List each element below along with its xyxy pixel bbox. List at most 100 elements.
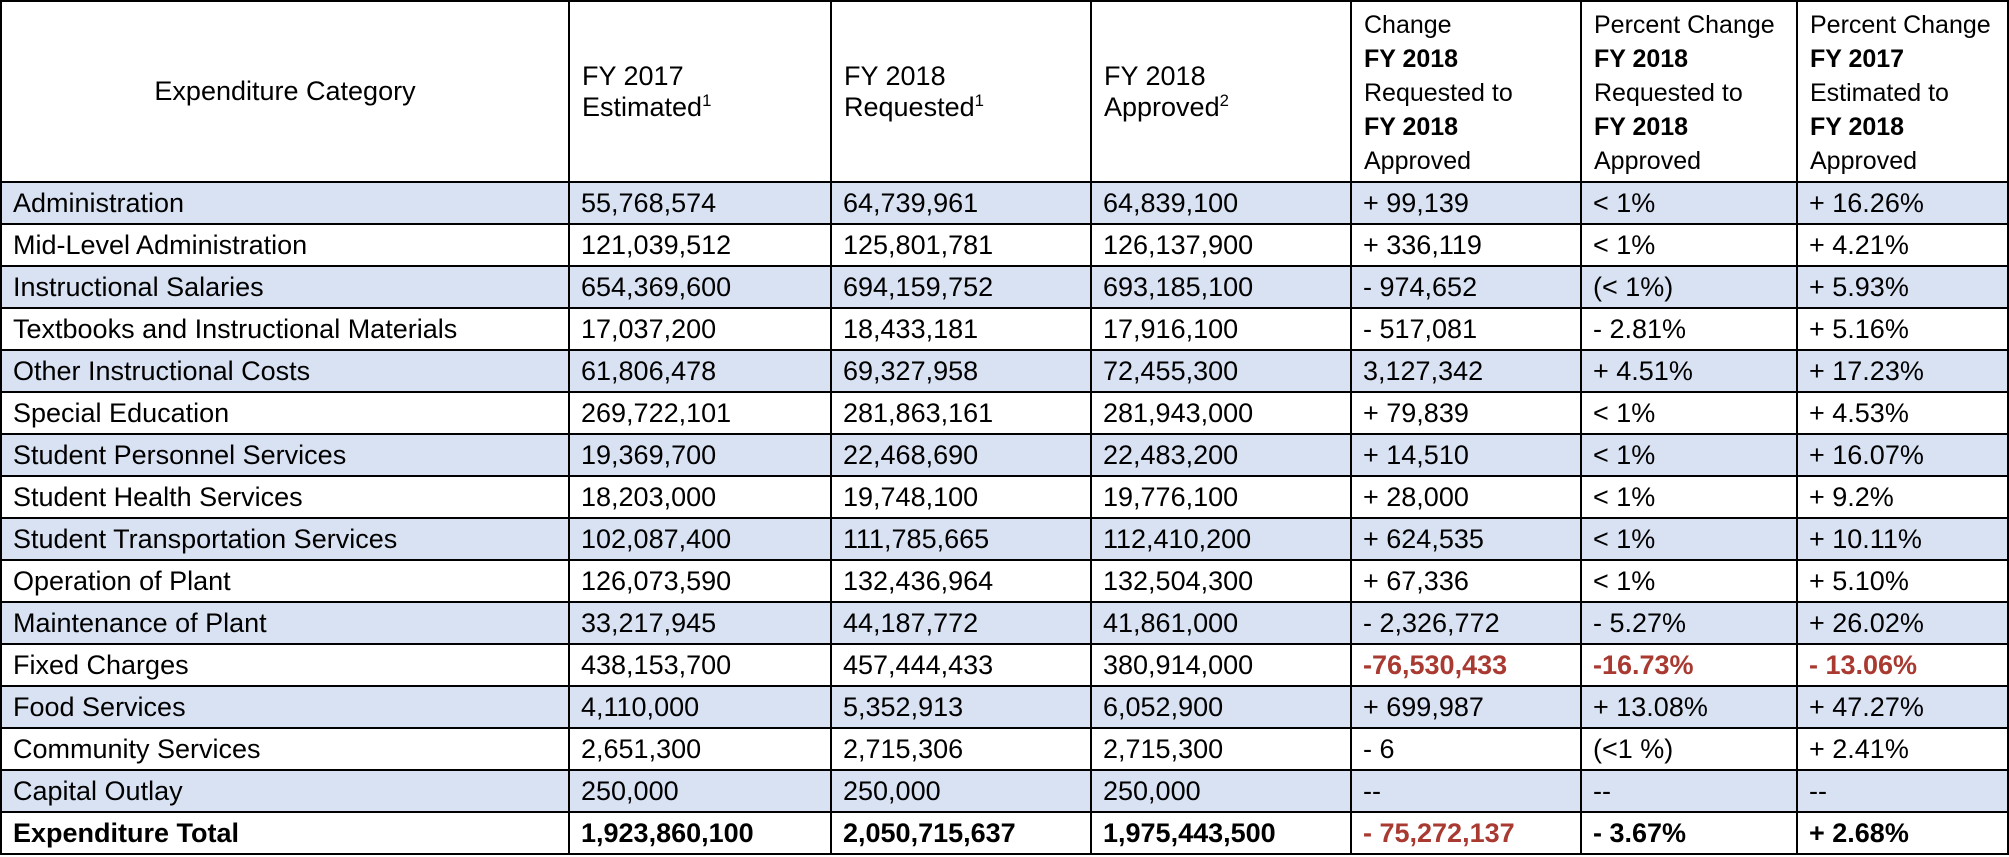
col-header-change-requested-to-approved: Change FY 2018 Requested to FY 2018 Appr… [1350, 0, 1582, 183]
value-cell: 17,916,100 [1090, 307, 1352, 351]
value-cell: + 16.26% [1796, 181, 2009, 225]
value-cell: + 10.11% [1796, 517, 2009, 561]
category-cell: Student Health Services [0, 475, 570, 519]
table-row: Food Services 4,110,000 5,352,913 6,052,900… [0, 685, 2009, 729]
value-cell: 694,159,752 [830, 265, 1092, 309]
footnote-marker: 1 [702, 90, 712, 110]
category-cell: Student Personnel Services [0, 433, 570, 477]
value-cell: + 79,839 [1350, 391, 1582, 435]
category-cell: Student Transportation Services [0, 517, 570, 561]
table-row: Mid-Level Administration 121,039,512 125,8… [0, 223, 2009, 267]
value-cell: 269,722,101 [568, 391, 832, 435]
table-row: Textbooks and Instructional Materials 17,… [0, 307, 2009, 351]
value-cell: + 26.02% [1796, 601, 2009, 645]
value-cell: 125,801,781 [830, 223, 1092, 267]
value-cell: 61,806,478 [568, 349, 832, 393]
header-line: FY 2018 [1104, 60, 1206, 91]
value-cell: 22,468,690 [830, 433, 1092, 477]
header-line: FY 2018 [1810, 113, 1905, 141]
col-header-percent-change-requested-to-approved: Percent Change FY 2018 Requested to FY 2… [1580, 0, 1798, 183]
value-cell: 6,052,900 [1090, 685, 1352, 729]
header-line: Requested to [1364, 79, 1513, 107]
col-header-fy2018-approved: FY 2018 Approved2 [1090, 0, 1352, 183]
value-cell: 22,483,200 [1090, 433, 1352, 477]
value-cell: 41,861,000 [1090, 601, 1352, 645]
value-cell: 72,455,300 [1090, 349, 1352, 393]
value-cell: 2,651,300 [568, 727, 832, 771]
value-cell: + 4.21% [1796, 223, 2009, 267]
value-cell: -16.73% [1580, 643, 1798, 687]
value-cell: -76,530,433 [1350, 643, 1582, 687]
category-cell: Textbooks and Instructional Materials [0, 307, 570, 351]
table-row: Operation of Plant 126,073,590 132,436,964… [0, 559, 2009, 603]
col-header-fy2018-requested: FY 2018 Requested1 [830, 0, 1092, 183]
value-cell: + 16.07% [1796, 433, 2009, 477]
header-line: FY 2017 [582, 60, 684, 91]
value-cell: + 14,510 [1350, 433, 1582, 477]
value-cell: 18,433,181 [830, 307, 1092, 351]
col-header-percent-change-estimated-to-approved: Percent Change FY 2017 Estimated to FY 2… [1796, 0, 2009, 183]
header-line: FY 2017 [1810, 45, 1905, 73]
value-cell: - 6 [1350, 727, 1582, 771]
value-cell: + 336,119 [1350, 223, 1582, 267]
value-cell: 457,444,433 [830, 643, 1092, 687]
value-cell: + 5.10% [1796, 559, 2009, 603]
value-cell: 132,504,300 [1090, 559, 1352, 603]
value-cell: 19,776,100 [1090, 475, 1352, 519]
value-cell: - 13.06% [1796, 643, 2009, 687]
value-cell: -- [1580, 769, 1798, 813]
table-body: Administration 55,768,574 64,739,961 64,839… [0, 181, 2009, 855]
category-cell: Other Instructional Costs [0, 349, 570, 393]
header-line: FY 2018 [1364, 113, 1459, 141]
category-cell: Instructional Salaries [0, 265, 570, 309]
header-label: Expenditure Category [154, 76, 416, 106]
value-cell: 126,073,590 [568, 559, 832, 603]
value-cell: + 2.41% [1796, 727, 2009, 771]
footnote-marker: 1 [974, 90, 984, 110]
category-cell: Fixed Charges [0, 643, 570, 687]
value-cell: 111,785,665 [830, 517, 1092, 561]
category-cell: Administration [0, 181, 570, 225]
header-line: Approved [1810, 147, 1918, 175]
value-cell: 1,923,860,100 [568, 811, 832, 855]
value-cell: 121,039,512 [568, 223, 832, 267]
value-cell: + 5.93% [1796, 265, 2009, 309]
value-cell: 2,715,300 [1090, 727, 1352, 771]
header-line: Requested to [1594, 79, 1743, 107]
header-line: Approved [1594, 147, 1702, 175]
value-cell: 438,153,700 [568, 643, 832, 687]
value-cell: 69,327,958 [830, 349, 1092, 393]
value-cell: - 5.27% [1580, 601, 1798, 645]
value-cell: + 5.16% [1796, 307, 2009, 351]
category-cell: Special Education [0, 391, 570, 435]
value-cell: (< 1%) [1580, 265, 1798, 309]
value-cell: 64,839,100 [1090, 181, 1352, 225]
value-cell: < 1% [1580, 517, 1798, 561]
value-cell: 2,050,715,637 [830, 811, 1092, 855]
table-row: Capital Outlay 250,000 250,000 250,000 -- -- -… [0, 769, 2009, 813]
table-row: Student Transportation Services 102,087,4… [0, 517, 2009, 561]
value-cell: -- [1796, 769, 2009, 813]
category-cell: Capital Outlay [0, 769, 570, 813]
value-cell: < 1% [1580, 391, 1798, 435]
value-cell: + 47.27% [1796, 685, 2009, 729]
header-line: FY 2018 [844, 60, 946, 91]
value-cell: 19,748,100 [830, 475, 1092, 519]
table-row: Other Instructional Costs 61,806,478 69,32… [0, 349, 2009, 393]
category-cell: Expenditure Total [0, 811, 570, 855]
value-cell: 44,187,772 [830, 601, 1092, 645]
value-cell: 33,217,945 [568, 601, 832, 645]
value-cell: 281,943,000 [1090, 391, 1352, 435]
header-line: Change [1364, 11, 1452, 39]
table-row: Community Services 2,651,300 2,715,306 2,71… [0, 727, 2009, 771]
value-cell: 64,739,961 [830, 181, 1092, 225]
header-line: FY 2018 [1364, 45, 1459, 73]
table-row: Instructional Salaries 654,369,600 694,159… [0, 265, 2009, 309]
value-cell: - 75,272,137 [1350, 811, 1582, 855]
value-cell: - 517,081 [1350, 307, 1582, 351]
header-line: Percent Change [1594, 11, 1775, 39]
value-cell: 281,863,161 [830, 391, 1092, 435]
value-cell: 18,203,000 [568, 475, 832, 519]
col-header-expenditure-category: Expenditure Category [0, 0, 570, 183]
